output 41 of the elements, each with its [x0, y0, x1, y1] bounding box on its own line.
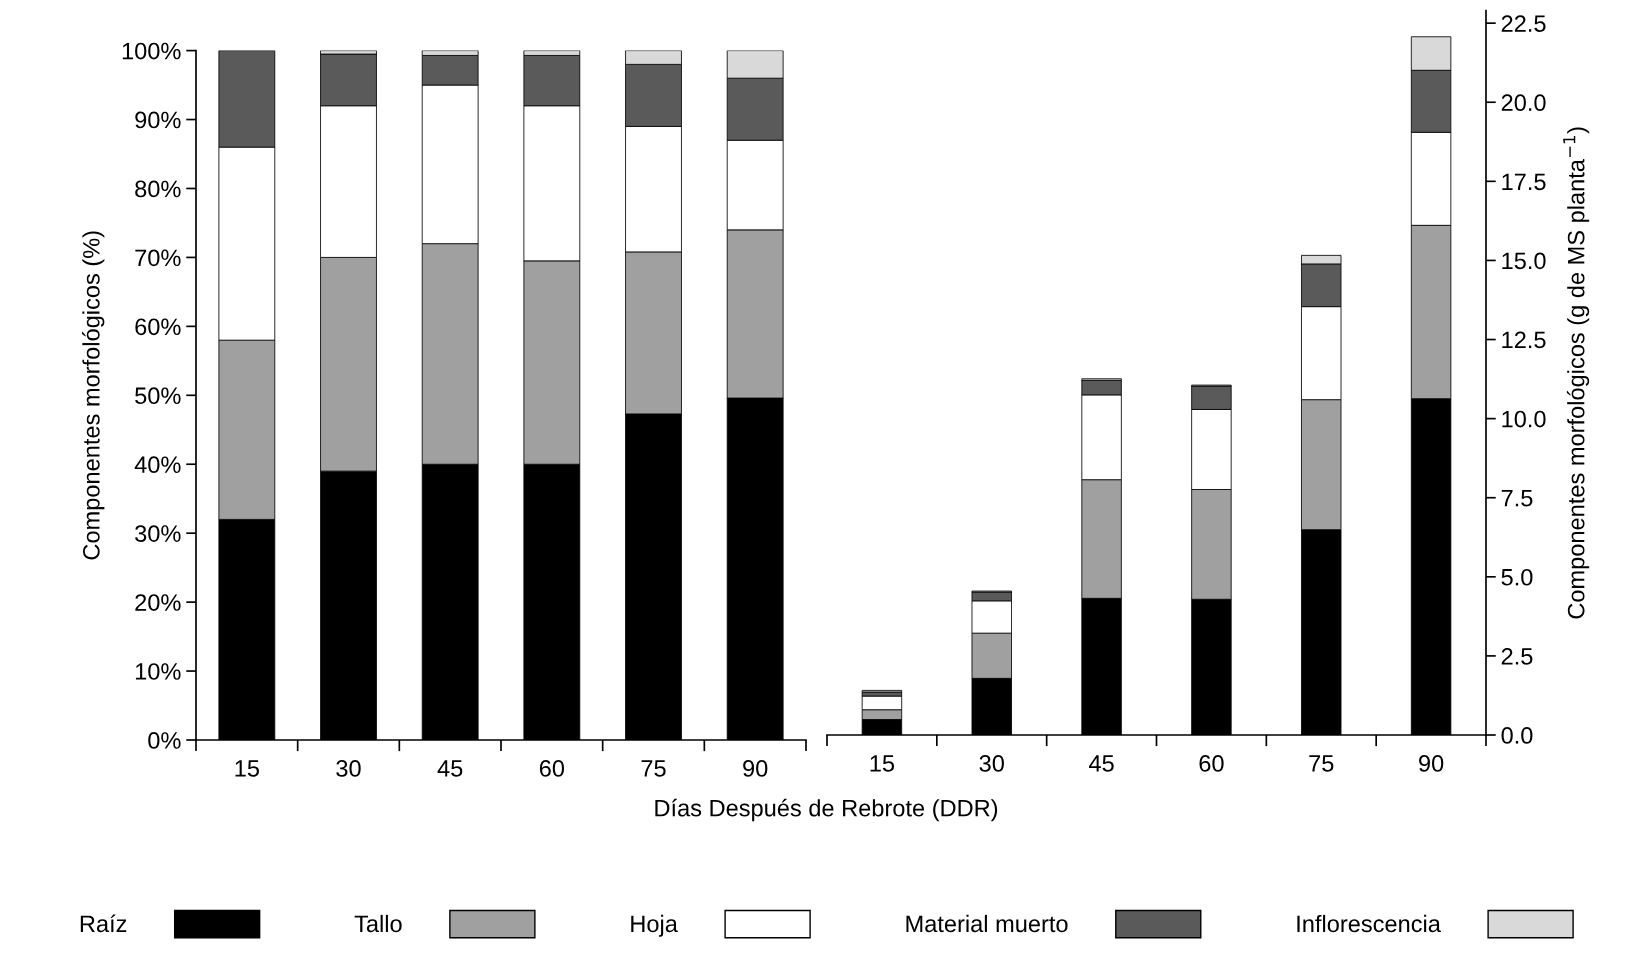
y-tick-label: 70%: [135, 249, 181, 267]
x-tick-label: 15: [870, 755, 895, 772]
legend-label: Material muerto: [906, 914, 1068, 933]
y-tick-label: 15.0: [1502, 252, 1546, 270]
y-axis-title: Componentes morfológicos (g de MS planta$^{−1}$): [1563, 127, 1590, 619]
legend-label: Raíz: [80, 914, 127, 933]
x-tick-label: 45: [437, 760, 463, 777]
y-axis-title: Componentes morfológicos (%): [82, 231, 105, 560]
y-tick-label: 50%: [135, 387, 181, 405]
y-tick-label: 80%: [135, 180, 181, 198]
y-tick-label: 7.5: [1501, 490, 1533, 507]
y-tick-label: 20.0: [1501, 94, 1546, 112]
y-tick-label: 40%: [134, 456, 181, 474]
x-tick-label: 75: [641, 760, 666, 777]
x-tick-label: 15: [235, 760, 259, 777]
y-tick-label: 10.0: [1502, 410, 1546, 428]
y-tick-label: 10%: [135, 663, 181, 680]
x-axis-title: Días Después de Rebrote (DDR): [655, 798, 998, 822]
x-tick-label: 30: [336, 760, 361, 777]
legend-label: Hoja: [631, 914, 678, 937]
x-tick-label: 60: [539, 760, 565, 777]
y-tick-label: 5.0: [1501, 568, 1533, 586]
y-tick-label: 22.5: [1501, 15, 1546, 32]
x-tick-label: 60: [1199, 755, 1224, 772]
y-tick-label: 100%: [122, 42, 181, 60]
y-tick-label: 0%: [148, 732, 181, 749]
y-tick-label: 17.5: [1502, 173, 1546, 191]
legend-label: Tallo: [354, 914, 402, 933]
x-tick-label: 30: [979, 755, 1004, 772]
y-tick-label: 60%: [135, 318, 181, 336]
y-tick-label: 12.5: [1502, 331, 1546, 349]
legend-label: Inflorescencia: [1297, 914, 1441, 933]
x-tick-label: 75: [1309, 755, 1334, 772]
y-tick-label: 0.0: [1501, 727, 1533, 744]
x-tick-label: 90: [743, 760, 768, 777]
y-tick-label: 30%: [135, 525, 181, 542]
y-tick-label: 90%: [135, 111, 181, 129]
y-tick-label: 2.5: [1501, 647, 1533, 665]
x-tick-label: 90: [1419, 755, 1444, 772]
x-tick-label: 45: [1089, 755, 1114, 772]
y-tick-label: 20%: [135, 594, 181, 611]
